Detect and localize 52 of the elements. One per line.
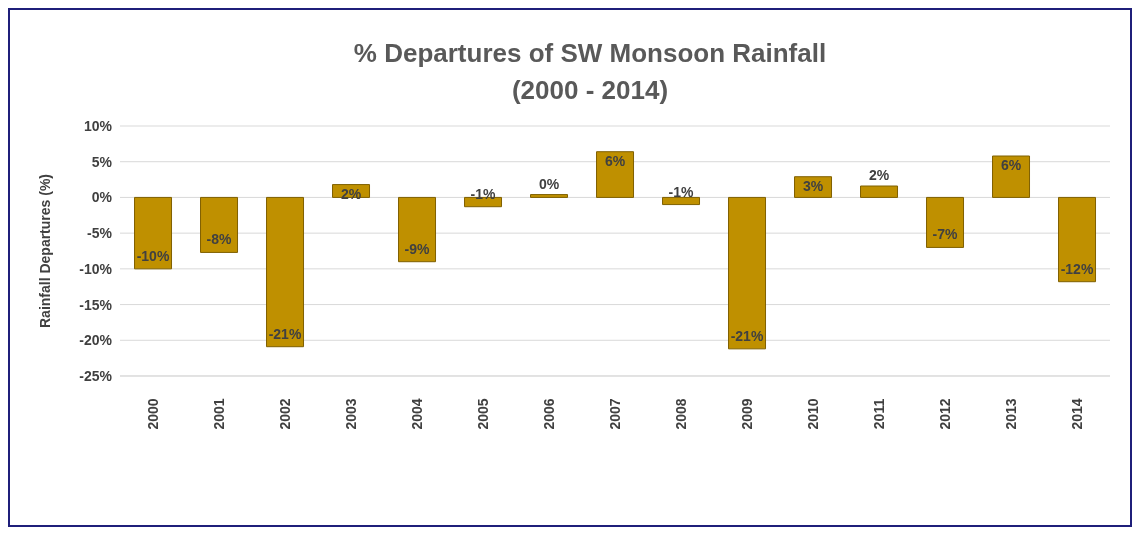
x-tick-label: 2000 (145, 398, 161, 430)
chart-subtitle: (2000 - 2014) (510, 75, 670, 106)
x-tick-label: 2002 (277, 398, 293, 430)
data-label: -12% (1060, 260, 1094, 277)
bar (530, 194, 569, 198)
bar (596, 151, 635, 198)
x-tick-label: 2013 (1003, 398, 1019, 430)
data-label: -21% (730, 327, 764, 344)
data-label: -8% (206, 231, 233, 248)
bar (728, 196, 767, 350)
y-tick-label: 10% (83, 117, 113, 134)
x-tick-label: 2003 (343, 398, 359, 430)
x-tick-label: 2004 (409, 398, 425, 430)
data-label: 2% (868, 167, 890, 183)
bar (266, 196, 305, 348)
data-label: -7% (932, 226, 959, 243)
chart-title: % Departures of SW Monsoon Rainfall (352, 38, 828, 69)
y-tick-label: 5% (91, 153, 113, 170)
y-tick-label: -5% (87, 225, 113, 242)
x-tick-label: 2005 (475, 398, 491, 430)
bar (398, 196, 437, 263)
bar (200, 196, 239, 253)
bar (1058, 196, 1097, 283)
bar (134, 196, 173, 270)
data-label: -9% (404, 240, 431, 257)
x-tick-label: 2011 (871, 398, 887, 430)
bar (662, 196, 701, 206)
y-tick-label: 0% (91, 189, 113, 206)
bar (860, 185, 899, 198)
x-tick-label: 2006 (541, 398, 557, 430)
x-tick-label: 2001 (211, 398, 227, 430)
data-label: 0% (538, 175, 560, 192)
x-tick-label: 2010 (805, 398, 821, 430)
x-tick-label: 2008 (673, 398, 689, 430)
y-tick-label: -15% (79, 296, 113, 313)
x-tick-label: 2007 (607, 398, 623, 430)
data-label: -1% (668, 183, 695, 200)
data-label: -21% (268, 325, 302, 342)
x-tick-label: 2012 (937, 398, 953, 430)
x-tick-label: 2014 (1069, 398, 1085, 430)
y-tick-label: -25% (79, 367, 113, 384)
data-label: 3% (802, 177, 824, 194)
data-label: 6% (604, 152, 626, 169)
y-axis-title: Rainfall Departures (%) (36, 173, 53, 329)
bar (992, 155, 1031, 198)
data-label: -10% (136, 247, 170, 264)
x-tick-label: 2009 (739, 398, 755, 430)
bar (926, 196, 965, 248)
data-label: 6% (1000, 157, 1022, 173)
data-label: 2% (340, 185, 362, 202)
y-tick-label: -20% (79, 332, 113, 349)
y-tick-label: -10% (79, 260, 113, 277)
